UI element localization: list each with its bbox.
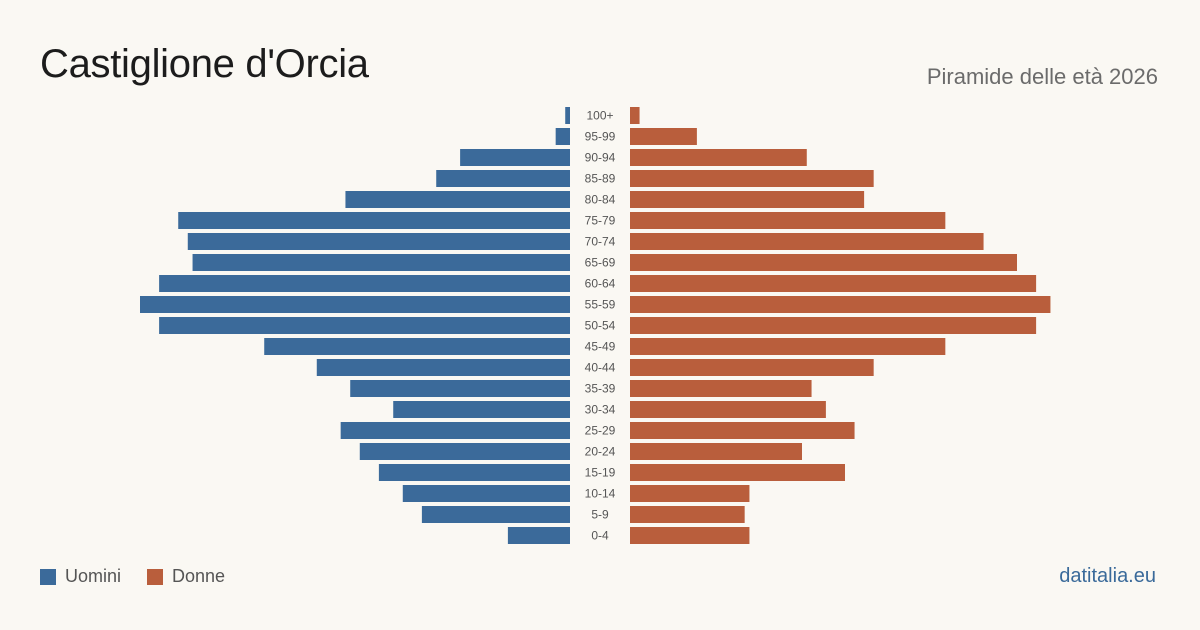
legend-swatch-men — [40, 568, 56, 585]
age-label-5-9: 5-9 — [591, 508, 609, 522]
bar-men-90-94 — [460, 149, 570, 166]
age-label-50-54: 50-54 — [585, 319, 616, 333]
bar-men-0-4 — [507, 527, 570, 544]
bar-women-60-64 — [630, 275, 1037, 292]
bar-men-85-89 — [436, 170, 570, 187]
bar-men-95-99 — [555, 128, 570, 145]
bar-women-55-59 — [630, 296, 1051, 313]
bar-men-30-34 — [393, 401, 570, 418]
bar-men-80-84 — [345, 191, 570, 208]
bar-men-20-24 — [359, 443, 570, 460]
site-link[interactable]: datitalia.eu — [1059, 565, 1156, 587]
bar-men-35-39 — [350, 380, 570, 397]
bar-men-55-59 — [140, 296, 570, 313]
chart-title: Castiglione d'Orcia — [40, 42, 369, 86]
age-label-30-34: 30-34 — [585, 403, 616, 417]
age-label-70-74: 70-74 — [585, 235, 616, 249]
age-label-55-59: 55-59 — [585, 298, 616, 312]
age-label-45-49: 45-49 — [585, 340, 616, 354]
bar-women-95-99 — [630, 128, 697, 145]
legend-swatch-women — [147, 568, 164, 585]
bar-men-50-54 — [159, 317, 570, 334]
bar-women-35-39 — [630, 380, 812, 397]
bar-women-70-74 — [630, 233, 984, 250]
legend-item-women: Donne — [147, 566, 225, 587]
bar-men-60-64 — [159, 275, 570, 292]
age-label-75-79: 75-79 — [585, 214, 616, 228]
bar-women-30-34 — [630, 401, 826, 418]
legend-label-women: Donne — [172, 566, 226, 586]
age-label-85-89: 85-89 — [585, 172, 616, 186]
bar-women-25-29 — [630, 422, 855, 439]
chart-subtitle: Piramide delle età 2026 — [926, 64, 1158, 89]
bar-women-45-49 — [630, 338, 946, 355]
age-label-10-14: 10-14 — [585, 487, 616, 501]
bar-women-50-54 — [630, 317, 1037, 334]
legend: Uomini Donne — [40, 566, 225, 587]
bar-men-70-74 — [187, 233, 570, 250]
bar-men-40-44 — [316, 359, 570, 376]
bar-men-100plus — [565, 107, 570, 124]
age-label-25-29: 25-29 — [585, 424, 616, 438]
legend-label-men: Uomini — [65, 566, 122, 586]
age-label-15-19: 15-19 — [585, 466, 616, 480]
bar-men-65-69 — [192, 254, 571, 271]
bar-women-40-44 — [630, 359, 874, 376]
bar-men-45-49 — [264, 338, 570, 355]
bar-women-75-79 — [630, 212, 946, 229]
bar-women-90-94 — [630, 149, 807, 166]
bar-men-25-29 — [340, 422, 570, 439]
age-label-20-24: 20-24 — [585, 445, 616, 459]
bar-women-0-4 — [630, 527, 750, 544]
age-label-80-84: 80-84 — [585, 193, 616, 207]
age-label-90-94: 90-94 — [585, 151, 616, 165]
bar-women-80-84 — [630, 191, 865, 208]
bar-women-20-24 — [630, 443, 802, 460]
age-label-0-4: 0-4 — [591, 529, 609, 543]
legend-item-men: Uomini — [40, 566, 121, 587]
age-label-40-44: 40-44 — [585, 361, 616, 375]
bar-women-100plus — [630, 107, 640, 124]
age-label-60-64: 60-64 — [585, 277, 616, 291]
bar-women-65-69 — [630, 254, 1017, 271]
bar-men-15-19 — [378, 464, 570, 481]
bar-women-15-19 — [630, 464, 845, 481]
bar-women-5-9 — [630, 506, 745, 523]
bar-men-75-79 — [178, 212, 570, 229]
bar-women-85-89 — [630, 170, 874, 187]
bar-men-10-14 — [402, 485, 570, 502]
age-label-95-99: 95-99 — [585, 130, 616, 144]
age-label-100plus: 100+ — [586, 109, 613, 123]
bar-women-10-14 — [630, 485, 750, 502]
bar-men-5-9 — [421, 506, 570, 523]
age-label-65-69: 65-69 — [585, 256, 616, 270]
age-label-35-39: 35-39 — [585, 382, 616, 396]
